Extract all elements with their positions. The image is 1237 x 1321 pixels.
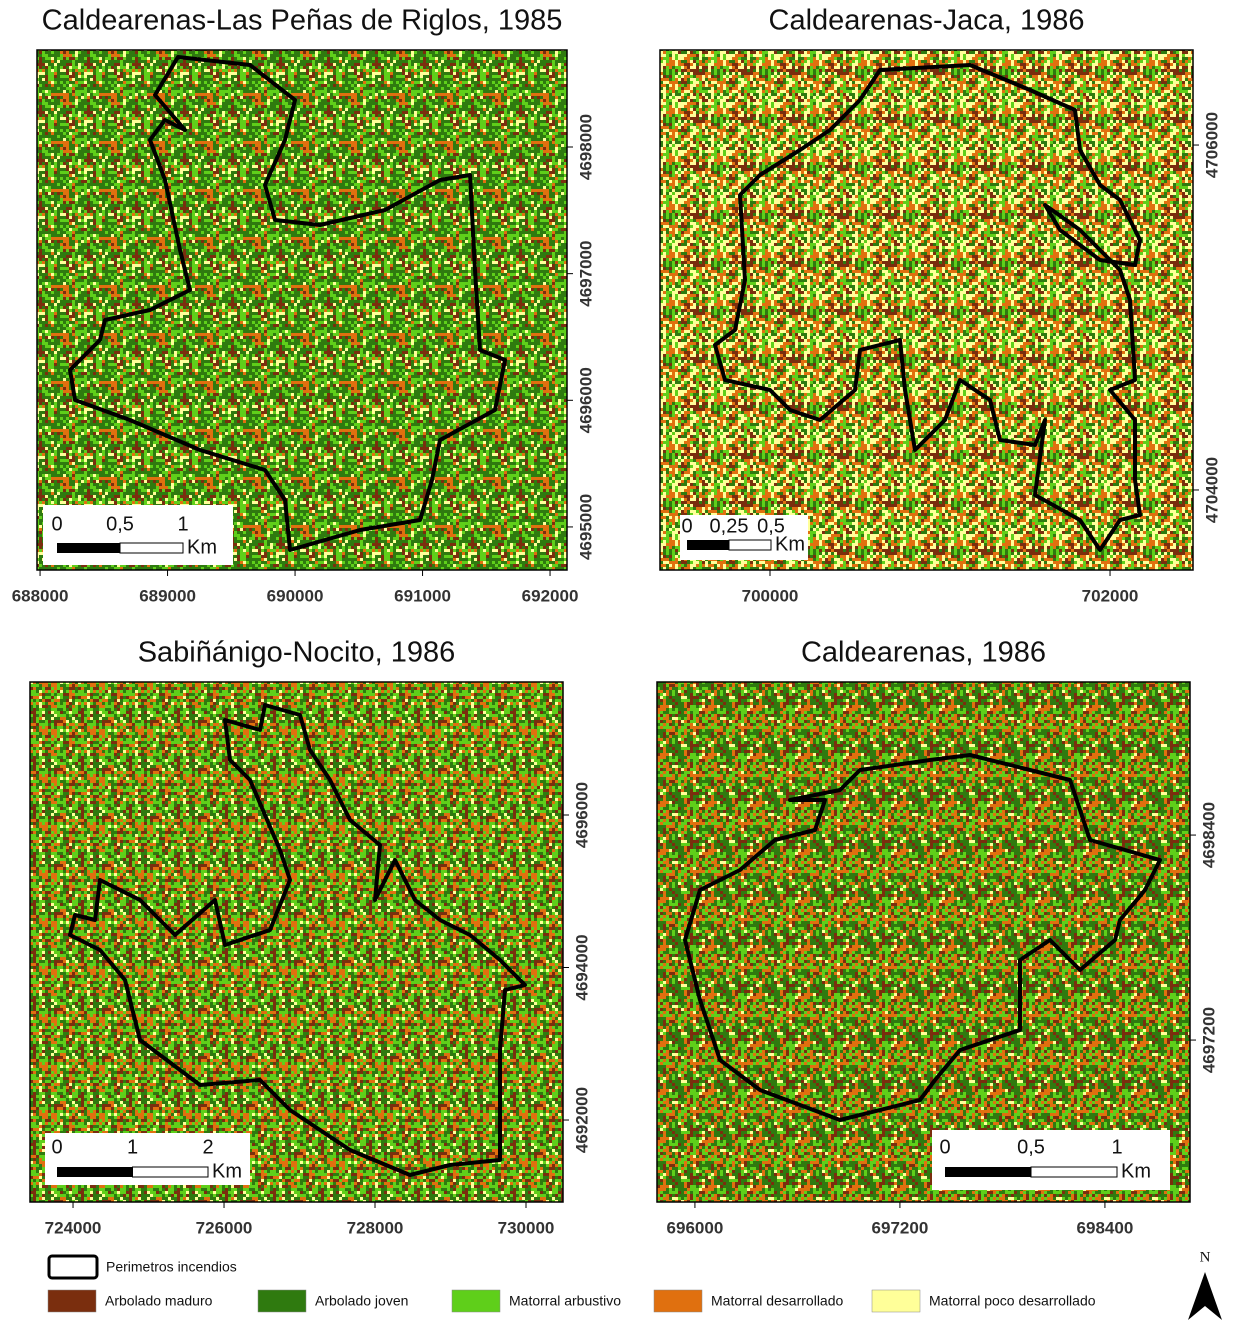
legend-swatch <box>452 1290 500 1312</box>
map-image <box>30 682 563 1202</box>
scale-label: 0,5 <box>106 513 134 535</box>
legend-swatch <box>872 1290 920 1312</box>
x-tick-label: 690000 <box>267 586 324 605</box>
panel-title: Caldearenas-Las Peñas de Riglos, 1985 <box>42 5 563 37</box>
x-tick-label: 702000 <box>1082 586 1139 605</box>
north-label: N <box>1200 1249 1211 1265</box>
scale-bar-white <box>120 543 183 553</box>
x-tick-label: 696000 <box>667 1218 724 1237</box>
legend-swatch <box>48 1290 96 1312</box>
x-tick-label: 726000 <box>196 1218 253 1237</box>
x-tick-label: 691000 <box>394 586 451 605</box>
y-tick-label: 4692000 <box>572 1087 591 1153</box>
legend-swatch <box>654 1290 702 1312</box>
scale-label: 0 <box>51 1136 62 1158</box>
scale-bar-black <box>687 540 729 550</box>
scale-label: 0 <box>939 1136 950 1158</box>
legend-label: Matorral desarrollado <box>711 1293 843 1309</box>
scale-label: 0,5 <box>1017 1136 1045 1158</box>
legend-label: Perimetros incendios <box>106 1259 237 1275</box>
scale-unit: Km <box>212 1160 242 1182</box>
y-tick-label: 4694000 <box>572 934 591 1000</box>
y-tick-label: 4696000 <box>576 367 595 433</box>
scale-label: 1 <box>1111 1136 1122 1158</box>
scale-bar-black <box>57 1167 133 1177</box>
x-tick-label: 724000 <box>45 1218 102 1237</box>
y-tick-label: 4706000 <box>1202 112 1221 178</box>
x-tick-label: 697200 <box>872 1218 929 1237</box>
legend-swatch <box>258 1290 306 1312</box>
scale-unit: Km <box>775 533 805 555</box>
y-tick-label: 4695000 <box>576 494 595 560</box>
scale-bar-white <box>133 1167 209 1177</box>
panel-title: Caldearenas-Jaca, 1986 <box>769 5 1085 37</box>
scale-label: 1 <box>127 1136 138 1158</box>
y-tick-label: 4697000 <box>576 241 595 307</box>
scale-label: 0 <box>51 513 62 535</box>
scale-bar-white <box>729 540 771 550</box>
y-tick-label: 4698000 <box>576 114 595 180</box>
scale-bar-black <box>945 1167 1031 1177</box>
figure: Caldearenas-Las Peñas de Riglos, 1985 688… <box>0 0 1237 1321</box>
legend-label: Matorral arbustivo <box>509 1293 621 1309</box>
panel-title: Sabiñánigo-Nocito, 1986 <box>138 637 456 669</box>
scale-bar-white <box>1031 1167 1117 1177</box>
x-tick-label: 698400 <box>1077 1218 1134 1237</box>
y-tick-label: 4704000 <box>1202 457 1221 523</box>
y-tick-label: 4697200 <box>1199 1007 1218 1073</box>
scale-label: 0,25 <box>710 515 749 537</box>
scale-bar-black <box>57 543 120 553</box>
scale-label: 1 <box>177 513 188 535</box>
scale-label: 0 <box>681 515 692 537</box>
map-image <box>37 50 567 570</box>
scale-unit: Km <box>1121 1160 1151 1182</box>
north-arrow <box>1188 1272 1222 1320</box>
panel-title: Caldearenas, 1986 <box>801 637 1046 669</box>
y-tick-label: 4696000 <box>572 782 591 848</box>
x-tick-label: 730000 <box>498 1218 555 1237</box>
x-tick-label: 692000 <box>522 586 579 605</box>
x-tick-label: 728000 <box>347 1218 404 1237</box>
legend-label: Arbolado joven <box>315 1293 408 1309</box>
legend-swatch <box>49 1256 97 1278</box>
legend-label: Arbolado maduro <box>105 1293 213 1309</box>
y-tick-label: 4698400 <box>1199 802 1218 868</box>
scale-unit: Km <box>187 536 217 558</box>
x-tick-label: 700000 <box>742 586 799 605</box>
scale-label: 2 <box>202 1136 213 1158</box>
x-tick-label: 688000 <box>12 586 69 605</box>
x-tick-label: 689000 <box>139 586 196 605</box>
legend-label: Matorral poco desarrollado <box>929 1293 1096 1309</box>
